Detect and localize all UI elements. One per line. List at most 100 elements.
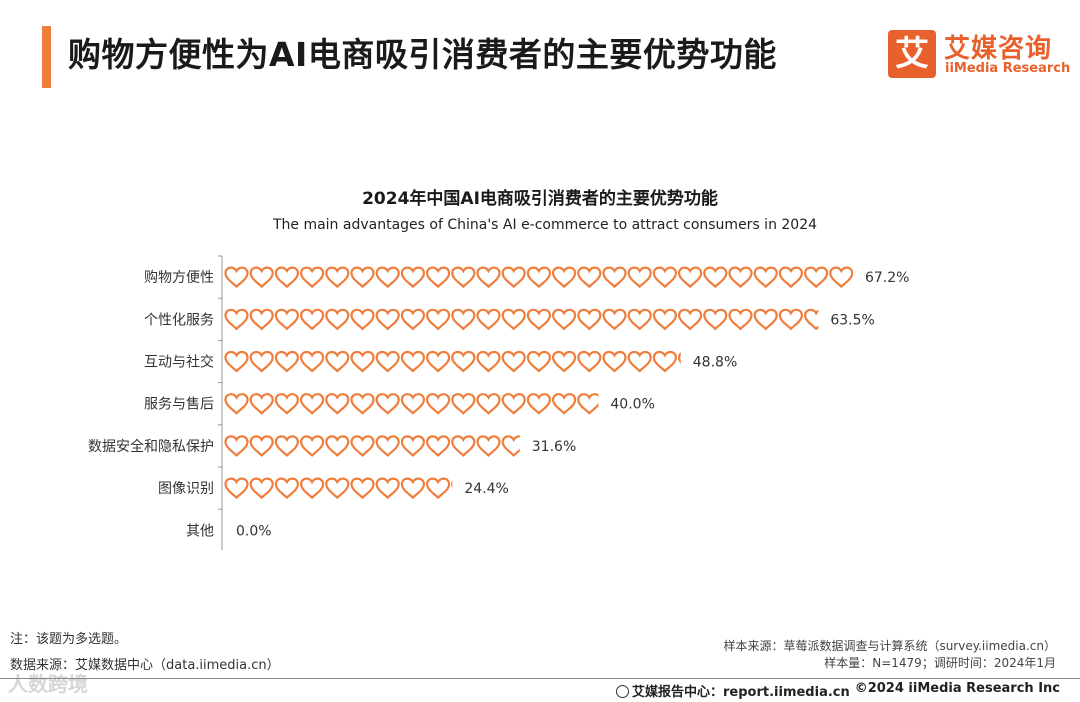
heart-icon [501, 266, 526, 289]
heart-icon [325, 266, 350, 289]
data-label: 40.0% [610, 397, 654, 413]
category-label: 数据安全和隐私保护 [88, 438, 214, 455]
heart-icon [224, 435, 249, 457]
heart-icon [224, 350, 249, 373]
heart-icon [300, 393, 325, 415]
heart-icon [375, 350, 400, 373]
heart-icon [501, 435, 520, 457]
heart-icon [627, 308, 652, 331]
heart-icon [526, 393, 552, 415]
heart-icon [274, 308, 299, 331]
category-label: 服务与售后 [144, 397, 214, 413]
heart-icon [325, 350, 350, 373]
report-center-text: 艾媒报告中心：report.iimedia.cn [632, 685, 850, 700]
heart-icon [375, 393, 400, 415]
copyright: ©2024 iiMedia Research Inc [854, 681, 1060, 696]
heart-icon [476, 393, 501, 415]
heart-icon [551, 350, 577, 373]
heart-icon [325, 477, 350, 500]
report-center-link[interactable]: 艾媒报告中心：report.iimedia.cn [616, 681, 850, 700]
heart-icon [350, 266, 375, 289]
heart-icon [375, 477, 400, 500]
heart-icon [476, 266, 501, 289]
heart-icon [728, 308, 753, 331]
sample-source: 样本来源：草莓派数据调查与计算系统（survey.iimedia.cn） [723, 639, 1056, 653]
heart-icon [300, 308, 325, 331]
heart-icon [400, 350, 425, 373]
heart-icon [224, 393, 249, 415]
heart-icon [778, 266, 804, 289]
heart-icon [350, 435, 375, 457]
page-title: 购物方便性为AI电商吸引消费者的主要优势功能 [68, 35, 777, 74]
globe-icon [616, 685, 629, 698]
heart-icon [602, 266, 627, 289]
heart-icon [400, 308, 425, 331]
heart-icon [426, 477, 451, 500]
bar [224, 435, 520, 457]
data-label: 67.2% [865, 270, 909, 286]
heart-icon [753, 266, 778, 289]
heart-icon [249, 350, 274, 373]
heart-icon [652, 308, 678, 331]
heart-icon [249, 435, 274, 457]
heart-icon [300, 477, 325, 500]
heart-icon [602, 308, 627, 331]
heart-icon [300, 435, 325, 457]
chart-title: 2024年中国AI电商吸引消费者的主要优势功能 [362, 189, 718, 209]
bar [224, 266, 853, 289]
heart-icon [778, 308, 804, 331]
category-label: 个性化服务 [144, 312, 214, 328]
heart-icon [224, 308, 249, 331]
footer-divider [0, 678, 1080, 679]
heart-icon [375, 308, 400, 331]
heart-icon [526, 266, 552, 289]
heart-icon [753, 308, 778, 331]
category-label: 购物方便性 [144, 270, 214, 286]
heart-icon [375, 266, 400, 289]
heart-icon [451, 435, 476, 457]
category-label: 互动与社交 [144, 354, 214, 371]
heart-icon [577, 308, 602, 331]
heart-icon [703, 266, 728, 289]
bar [224, 350, 681, 373]
category-label: 图像识别 [158, 481, 214, 497]
heart-icon [501, 308, 526, 331]
heart-icon [501, 350, 526, 373]
heart-icon [274, 435, 299, 457]
heart-icon [677, 308, 703, 331]
heart-icon [551, 308, 577, 331]
chart-subtitle: The main advantages of China's AI e-comm… [272, 217, 818, 233]
heart-icon [652, 350, 678, 373]
heart-icon [526, 350, 552, 373]
data-label: 63.5% [830, 312, 874, 328]
heart-icon [602, 350, 627, 373]
heart-icon [325, 393, 350, 415]
heart-icon [400, 393, 425, 415]
heart-icon [451, 308, 476, 331]
heart-icon [703, 308, 728, 331]
heart-icon [426, 308, 451, 331]
title-accent-bar [42, 26, 51, 88]
heart-icon [677, 266, 703, 289]
logo-cn-text: 艾媒咨询 [944, 34, 1053, 64]
sample-size: 样本量：N=1479；调研时间：2024年1月 [824, 656, 1056, 670]
heart-icon [400, 477, 425, 500]
heart-icon [627, 266, 652, 289]
logo-mark-icon: 艾 [888, 30, 936, 78]
data-source: 数据来源：艾媒数据中心（data.iimedia.cn） [10, 658, 280, 673]
heart-icon [249, 477, 274, 500]
heart-icon [400, 435, 425, 457]
bar [224, 477, 453, 500]
heart-icon [300, 266, 325, 289]
footnote: 注：该题为多选题。 [10, 632, 128, 647]
heart-icon [426, 266, 451, 289]
heart-icon [476, 435, 501, 457]
heart-icon [325, 308, 350, 331]
heart-icon [350, 308, 375, 331]
bar [224, 393, 599, 415]
category-label: 其他 [186, 523, 214, 539]
heart-icon [350, 477, 375, 500]
heart-icon [577, 350, 602, 373]
heart-icon [627, 350, 652, 373]
heart-icon [501, 393, 526, 415]
